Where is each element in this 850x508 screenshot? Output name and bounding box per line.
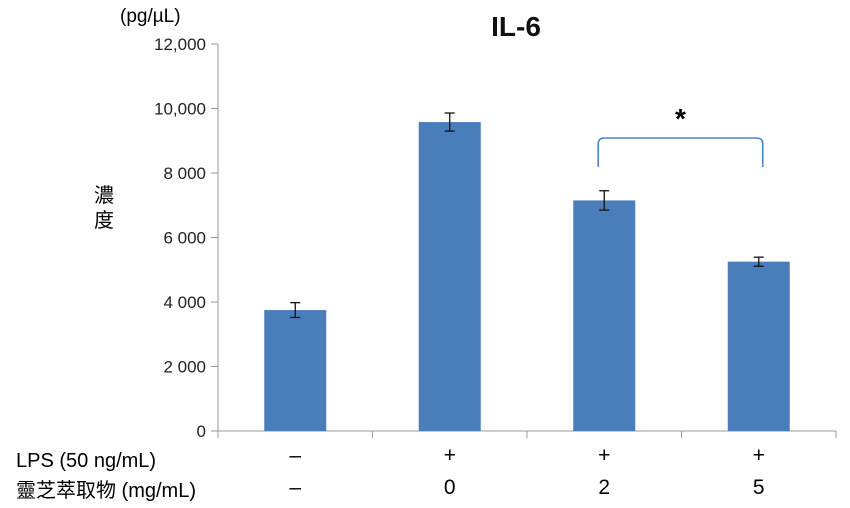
y-axis-label-char-2: 度: [94, 209, 114, 232]
row-2-value-1: –: [289, 476, 301, 499]
row-label-lps: LPS (50 ng/mL): [16, 450, 156, 472]
row-1-value-2: +: [444, 444, 456, 467]
treatment-values: – + + + – 0 2 5: [289, 444, 764, 499]
y-tick-label: 4 000: [163, 293, 206, 312]
y-tick-label: 6 000: [163, 229, 206, 248]
y-tick-label: 12,000: [154, 35, 206, 54]
chart-title: IL-6: [491, 11, 541, 42]
significance-bracket: *: [597, 103, 764, 167]
error-bar-2: [444, 112, 455, 132]
bar-2: [418, 122, 481, 432]
bracket-line: [597, 137, 764, 167]
row-2-value-3: 2: [598, 476, 610, 499]
x-axis-ticks: [217, 431, 837, 438]
y-tick-label: 0: [197, 422, 206, 441]
y-axis-ticks: 0 2 000 4 000 6 000 8 000 10,000 12,000: [154, 35, 218, 441]
error-bar-3: [599, 190, 610, 211]
y-axis-label-char-1: 濃: [94, 184, 114, 207]
significance-star: *: [675, 103, 686, 134]
bars: [264, 122, 790, 432]
error-bar-4: [753, 256, 764, 267]
row-2-value-4: 5: [753, 476, 765, 499]
y-tick-label: 10,000: [154, 100, 206, 119]
unit-label: (pg/µL): [120, 6, 181, 27]
row-label-extract: 靈芝萃取物 (mg/mL): [16, 479, 196, 502]
y-tick-label: 2 000: [163, 358, 206, 377]
row-1-value-1: –: [289, 444, 301, 467]
error-bars: [290, 112, 764, 319]
row-1-value-3: +: [598, 444, 610, 467]
error-bar-1: [290, 301, 301, 319]
bar-4: [727, 261, 790, 431]
row-2-value-2: 0: [444, 476, 456, 499]
y-tick-label: 8 000: [163, 164, 206, 183]
row-1-value-4: +: [753, 444, 765, 467]
bar-1: [264, 310, 327, 431]
bar-3: [573, 200, 636, 431]
